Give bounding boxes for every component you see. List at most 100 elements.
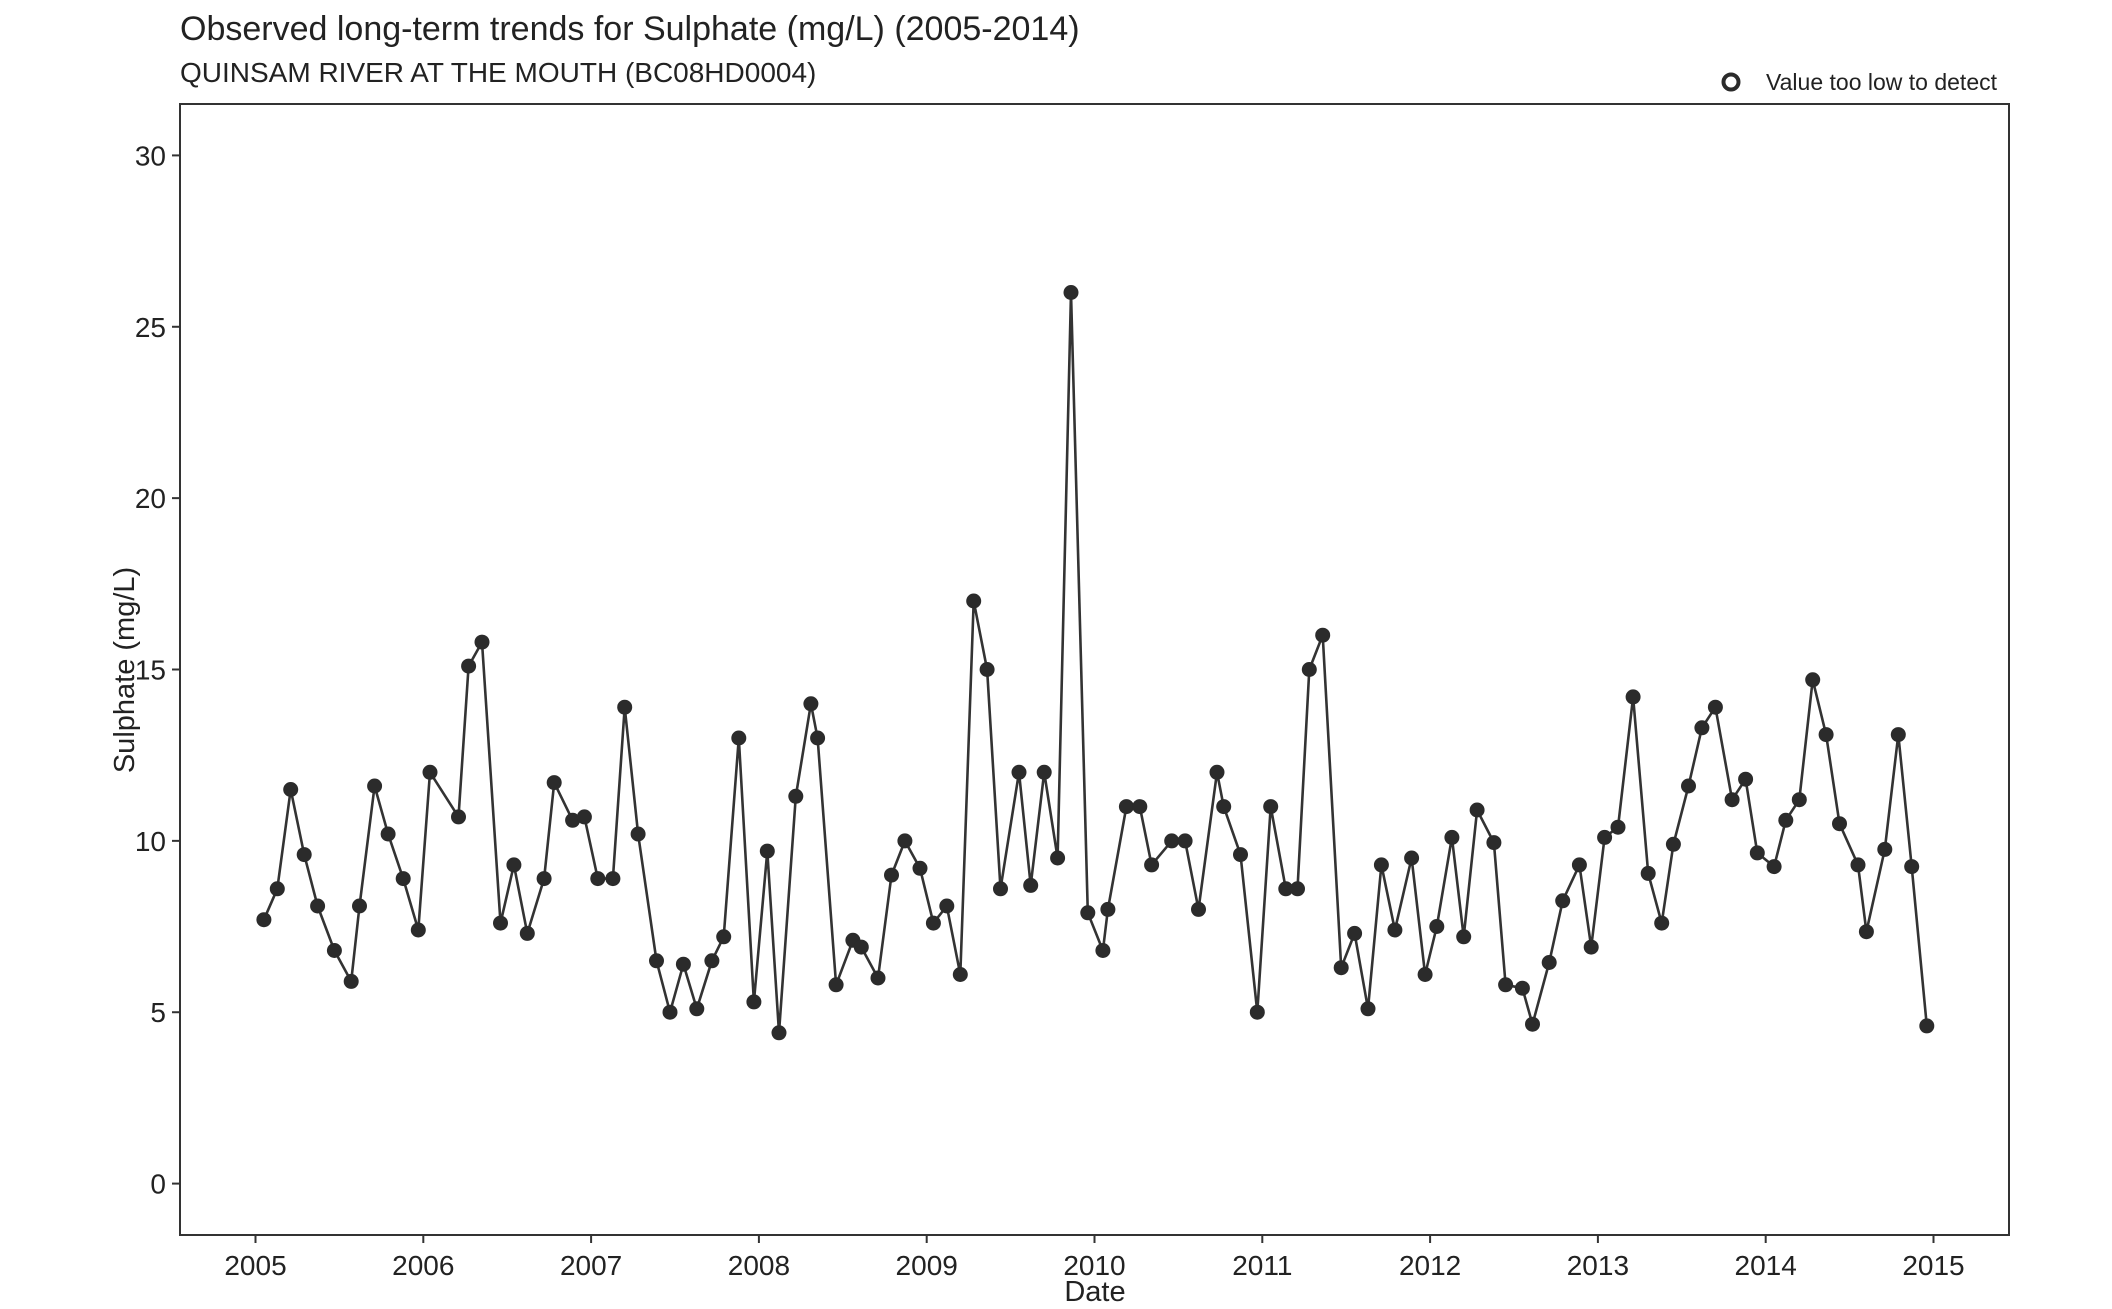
data-point (1654, 915, 1670, 931)
data-point (1850, 857, 1866, 873)
series-layer (256, 285, 1935, 1041)
data-point (1610, 819, 1626, 835)
data-point (296, 847, 312, 863)
x-tick-label: 2009 (896, 1250, 958, 1281)
data-point (662, 1004, 678, 1020)
data-point (952, 967, 968, 982)
data-point (1191, 901, 1206, 917)
data-point (1469, 802, 1485, 818)
data-point (1233, 847, 1248, 863)
data-point (461, 658, 477, 674)
data-point (506, 857, 522, 873)
x-tick-label: 2006 (392, 1250, 454, 1281)
x-axis: 2005 2006 2007 2008 2009 2010 2011 2012 2013 2014… (224, 1235, 1965, 1281)
data-point (1290, 881, 1305, 897)
y-tick-label: 20 (135, 483, 166, 514)
x-tick-label: 2008 (728, 1250, 790, 1281)
data-point (803, 696, 819, 712)
data-point (966, 593, 982, 609)
data-point (1625, 689, 1641, 705)
data-point (590, 871, 606, 887)
data-point (731, 730, 747, 746)
data-point (1665, 836, 1681, 852)
data-point (474, 634, 490, 650)
data-point (1724, 792, 1740, 808)
data-point (269, 881, 285, 897)
data-point (1063, 285, 1079, 300)
data-point (1100, 901, 1116, 917)
data-point (1216, 799, 1232, 815)
data-point (1791, 792, 1807, 808)
data-point (1778, 812, 1794, 828)
data-point (536, 871, 552, 887)
data-point (810, 730, 826, 746)
y-tick-label: 0 (150, 1169, 166, 1200)
data-point (1640, 865, 1656, 881)
data-point (1541, 955, 1557, 970)
data-point (788, 788, 804, 804)
data-point (1694, 720, 1710, 736)
data-point (1373, 857, 1389, 873)
data-point (1333, 960, 1349, 976)
data-point (380, 826, 396, 842)
data-point (1429, 919, 1445, 934)
chart-title: Observed long-term trends for Sulphate (… (180, 10, 1080, 48)
data-point (1444, 829, 1460, 845)
y-tick-label: 30 (135, 140, 166, 171)
x-tick-label: 2007 (560, 1250, 622, 1281)
data-point (1456, 929, 1472, 945)
data-point (1118, 799, 1134, 815)
data-point (1404, 850, 1420, 866)
data-point (343, 973, 359, 989)
data-point (1144, 857, 1160, 873)
data-point (993, 881, 1008, 897)
data-point (1919, 1018, 1935, 1034)
x-axis-label: Date (1064, 1276, 1125, 1308)
data-point (979, 662, 995, 677)
data-point (1555, 893, 1571, 909)
y-tick-label: 10 (135, 826, 166, 857)
data-point (884, 867, 899, 883)
data-point (565, 812, 581, 828)
y-tick-label: 5 (150, 997, 166, 1028)
data-point (1164, 833, 1180, 849)
data-point (1278, 881, 1294, 897)
x-tick-label: 2011 (1232, 1250, 1292, 1281)
data-point (1890, 727, 1906, 743)
data-point (1749, 845, 1765, 861)
chart-subtitle: QUINSAM RIVER AT THE MOUTH (BC08HD0004) (180, 57, 816, 88)
data-point (493, 915, 508, 931)
data-point (1023, 877, 1039, 893)
data-point (1095, 943, 1111, 958)
data-point (771, 1025, 787, 1041)
data-point (1080, 905, 1096, 921)
data-point (1738, 771, 1754, 787)
data-point (1387, 922, 1403, 938)
data-point (897, 833, 913, 849)
series-line (262, 291, 1929, 1035)
plot-panel-border (179, 103, 2010, 1236)
data-point (352, 898, 367, 914)
data-point (326, 943, 342, 958)
data-point (759, 843, 775, 859)
data-point (1417, 967, 1433, 982)
x-tick-label: 2015 (1902, 1250, 1964, 1281)
data-point (1347, 925, 1363, 941)
y-axis-label: Sulphate (mg/L) (109, 567, 141, 773)
data-point (853, 939, 869, 955)
data-point (1301, 662, 1317, 677)
data-point (1263, 799, 1279, 815)
data-point (1360, 1001, 1376, 1017)
data-point (925, 915, 941, 931)
data-point (617, 699, 633, 715)
data-point (395, 871, 411, 887)
data-point (1132, 799, 1148, 815)
legend-open-circle-marker (1721, 72, 1741, 92)
x-tick-label: 2010 (1063, 1250, 1125, 1281)
data-point (870, 970, 886, 986)
data-point (1571, 857, 1587, 873)
data-point (422, 764, 438, 780)
data-point (1209, 764, 1225, 780)
data-point (519, 925, 535, 941)
data-point (283, 782, 299, 797)
